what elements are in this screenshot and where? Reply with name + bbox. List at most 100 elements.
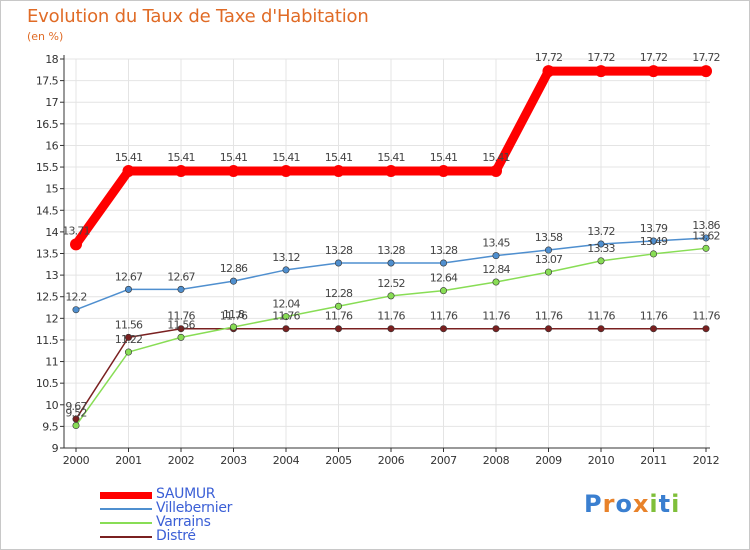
data-point-distr- (282, 325, 290, 333)
data-label-varrains: 11.8 (223, 308, 245, 321)
x-tick-label: 2002 (168, 454, 194, 467)
data-label-distr-: 11.76 (220, 310, 248, 323)
data-label-villebernier: 13.58 (535, 231, 563, 244)
data-point-varrains (439, 287, 447, 295)
data-point-distr- (649, 325, 657, 333)
x-tick-label: 2005 (325, 454, 352, 467)
data-label-varrains: 13.07 (535, 253, 563, 266)
data-point-saumur (542, 65, 555, 78)
data-point-distr- (125, 333, 133, 341)
data-point-saumur (385, 164, 397, 177)
data-point-varrains (702, 244, 710, 252)
data-label-distr-: 11.76 (167, 310, 195, 323)
data-label-saumur: 17.72 (535, 51, 563, 64)
data-point-varrains (177, 333, 185, 341)
x-tick-label: 2003 (220, 454, 247, 467)
logo-letter: i (649, 490, 659, 518)
data-point-saumur (122, 164, 135, 177)
data-label-saumur: 15.41 (325, 151, 353, 164)
legend-swatch (100, 491, 152, 499)
y-tick-label: 16 (45, 139, 58, 152)
y-tick-label: 15 (45, 183, 58, 196)
data-label-saumur: 17.72 (640, 51, 668, 64)
data-label-saumur: 15.41 (430, 151, 458, 164)
y-tick-label: 9 (52, 442, 59, 455)
data-point-distr- (334, 325, 342, 333)
data-point-varrains (125, 348, 133, 356)
data-label-varrains: 12.52 (377, 277, 405, 290)
y-tick-label: 11.5 (36, 334, 59, 347)
data-point-distr- (387, 325, 395, 333)
data-label-villebernier: 13.79 (640, 222, 668, 235)
y-tick-label: 10 (45, 399, 58, 412)
legend-swatch (100, 536, 152, 538)
data-label-varrains: 13.33 (587, 242, 615, 255)
data-point-villebernier (177, 285, 185, 293)
data-point-distr- (597, 325, 605, 333)
data-point-villebernier (334, 259, 342, 267)
legend-swatch (100, 522, 152, 524)
data-point-villebernier (125, 285, 133, 293)
data-label-saumur: 15.41 (115, 151, 143, 164)
y-tick-label: 17.5 (36, 75, 59, 88)
data-label-villebernier: 13.45 (482, 237, 510, 250)
data-label-villebernier: 13.12 (272, 251, 300, 264)
data-label-distr-: 11.76 (430, 310, 458, 323)
data-label-villebernier: 13.28 (377, 244, 405, 257)
data-point-villebernier (439, 259, 447, 267)
data-label-villebernier: 13.28 (325, 244, 353, 257)
data-point-villebernier (544, 246, 552, 254)
legend-item: Villebernier (100, 500, 300, 516)
data-point-distr- (492, 325, 500, 333)
legend-item: Varrains (100, 514, 300, 530)
data-point-varrains (492, 278, 500, 286)
y-tick-label: 11 (45, 356, 58, 369)
data-point-varrains (230, 323, 238, 331)
chart-unit: (en %) (27, 30, 64, 43)
data-point-varrains (649, 250, 657, 258)
data-label-distr-: 11.76 (377, 310, 405, 323)
y-tick-label: 15.5 (36, 161, 59, 174)
x-tick-label: 2000 (63, 454, 90, 467)
y-tick-label: 16.5 (36, 118, 59, 131)
x-tick-label: 2011 (640, 454, 666, 467)
data-label-varrains: 9.52 (65, 407, 86, 420)
data-point-saumur (647, 65, 660, 78)
data-label-distr-: 11.76 (587, 310, 615, 323)
data-label-distr-: 11.76 (272, 310, 300, 323)
data-label-saumur: 15.41 (167, 151, 195, 164)
proxiti-logo: Proxiti (584, 490, 680, 518)
logo-letter: P (584, 490, 603, 518)
data-label-varrains: 11.56 (167, 318, 195, 331)
data-label-distr-: 11.76 (640, 310, 668, 323)
data-label-saumur: 13.71 (62, 224, 90, 237)
logo-letter: x (632, 490, 650, 518)
data-point-villebernier (230, 277, 238, 285)
data-label-saumur: 17.72 (692, 51, 720, 64)
data-point-villebernier (649, 237, 657, 245)
x-tick-label: 2004 (273, 454, 300, 467)
data-label-varrains: 11.22 (115, 333, 143, 346)
data-label-villebernier: 13.86 (692, 219, 720, 232)
data-point-saumur (280, 164, 292, 177)
x-tick-label: 2006 (378, 454, 405, 467)
y-tick-label: 9.5 (42, 420, 58, 433)
data-point-distr- (177, 325, 185, 333)
data-label-villebernier: 12.86 (220, 262, 248, 275)
x-tick-label: 2010 (588, 454, 615, 467)
data-point-villebernier (492, 252, 500, 260)
data-point-villebernier (72, 306, 80, 314)
data-label-villebernier: 12.2 (65, 291, 86, 304)
data-point-distr- (702, 325, 710, 333)
data-point-varrains (544, 268, 552, 276)
logo-letter: o (615, 490, 633, 518)
legend-item: Distré (100, 528, 300, 544)
data-point-saumur (700, 65, 712, 78)
data-label-saumur: 15.41 (220, 151, 248, 164)
legend-item: SAUMUR (100, 486, 300, 502)
y-tick-label: 17 (45, 96, 58, 109)
legend-label: Varrains (156, 514, 211, 530)
data-point-saumur (70, 238, 82, 251)
data-label-distr-: 9.67 (65, 400, 87, 413)
